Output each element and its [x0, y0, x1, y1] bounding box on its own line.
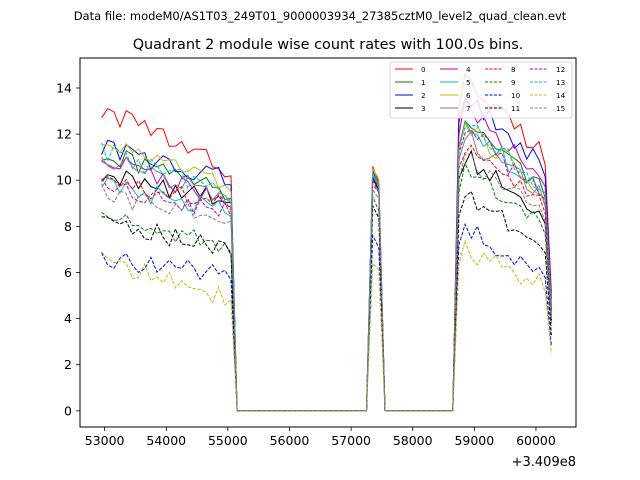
x-tick-label: 53000: [85, 433, 125, 448]
y-axis: 0 2 4 6 8 10 12 14: [56, 80, 80, 418]
legend-label: 1: [421, 78, 426, 87]
legend-label: 14: [556, 91, 566, 100]
y-tick-label: 10: [56, 173, 72, 188]
y-tick-label: 4: [64, 311, 72, 326]
x-offset-label: +3.409e8: [512, 455, 576, 470]
y-tick-label: 14: [56, 80, 72, 95]
x-tick-label: 59000: [454, 433, 494, 448]
legend-label: 8: [511, 65, 516, 74]
x-tick-label: 60000: [516, 433, 556, 448]
legend-label: 7: [466, 104, 471, 113]
series-line-10: [101, 222, 552, 412]
legend-label: 11: [511, 104, 520, 113]
series-line-11: [101, 190, 552, 412]
y-tick-label: 2: [64, 357, 72, 372]
y-tick-label: 12: [56, 127, 72, 142]
legend-label: 9: [511, 78, 516, 87]
series-line-15: [101, 153, 552, 412]
legend-label: 10: [511, 91, 521, 100]
series-line-13: [101, 124, 552, 412]
legend-label: 2: [421, 91, 426, 100]
chart-title: Quadrant 2 module wise count rates with …: [133, 37, 524, 53]
x-tick-label: 54000: [146, 433, 186, 448]
x-tick-label: 55000: [208, 433, 248, 448]
y-tick-label: 6: [64, 265, 72, 280]
series-group: [101, 72, 552, 412]
legend-label: 0: [421, 65, 426, 74]
x-tick-label: 58000: [393, 433, 433, 448]
legend-label: 6: [466, 91, 471, 100]
plot-frame: [79, 57, 577, 428]
legend-label: 12: [556, 65, 565, 74]
suptitle: Data file: modeM0/AS1T03_249T01_90000039…: [74, 9, 567, 23]
legend-label: 4: [466, 65, 471, 74]
legend-label: 3: [421, 104, 426, 113]
y-tick-label: 0: [64, 403, 72, 418]
y-tick-label: 8: [64, 219, 72, 234]
legend-box: [389, 61, 573, 119]
legend-label: 13: [556, 78, 565, 87]
x-tick-label: 56000: [270, 433, 310, 448]
legend-label: 5: [466, 78, 471, 87]
x-axis: 53000 54000 55000 56000 57000 58000 59000 60000: [85, 427, 556, 448]
x-tick-label: 57000: [331, 433, 371, 448]
legend-label: 15: [556, 104, 565, 113]
